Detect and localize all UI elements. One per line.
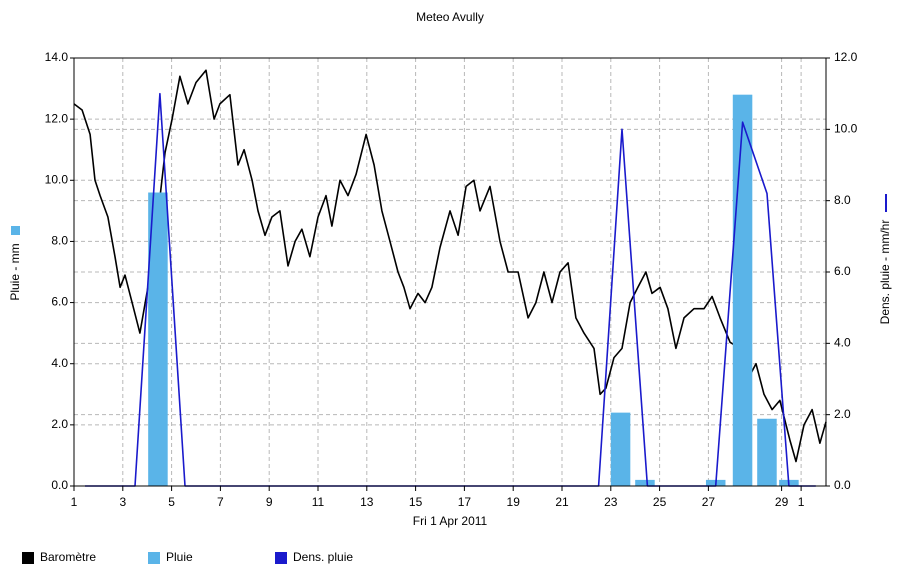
legend-label: Dens. pluie — [293, 550, 353, 564]
bar — [610, 412, 631, 486]
x-tick-label: 9 — [266, 495, 273, 509]
y-tick-label: 0.0 — [51, 478, 68, 492]
y2-tick-label: 0.0 — [834, 478, 851, 492]
y-tick-label: 8.0 — [51, 234, 68, 248]
x-tick-label: 19 — [507, 495, 521, 509]
y-tick-label: 6.0 — [51, 295, 68, 309]
y2-axis-label: Dens. pluie - mm/hr — [878, 220, 892, 325]
x-tick-label: 1 — [71, 495, 78, 509]
legend-label: Pluie — [166, 550, 193, 564]
y-axis-label: Pluie - mm — [8, 243, 22, 300]
x-tick-label: 25 — [653, 495, 667, 509]
x-tick-label: 21 — [555, 495, 569, 509]
legend-swatch — [148, 552, 160, 564]
y-tick-label: 12.0 — [45, 111, 69, 125]
x-tick-label: 27 — [702, 495, 716, 509]
y-tick-label: 10.0 — [45, 172, 69, 186]
y2-tick-label: 8.0 — [834, 193, 851, 207]
line — [73, 69, 827, 463]
x-tick-label: 3 — [119, 495, 126, 509]
x-tick-label: 1 — [798, 495, 805, 509]
x-tick-label: 13 — [360, 495, 374, 509]
x-axis-label: Fri 1 Apr 2011 — [413, 514, 488, 528]
y2-tick-label: 4.0 — [834, 336, 851, 350]
y2-tick-label: 10.0 — [834, 122, 858, 136]
legend-swatch — [275, 552, 287, 564]
x-tick-label: 5 — [168, 495, 175, 509]
x-tick-label: 11 — [312, 495, 325, 509]
x-tick-label: 7 — [217, 495, 224, 509]
bar — [635, 479, 655, 486]
bar — [757, 418, 777, 486]
legend-label: Baromètre — [40, 550, 96, 564]
x-tick-label: 23 — [604, 495, 618, 509]
y-tick-label: 2.0 — [51, 417, 68, 431]
bar — [148, 192, 168, 486]
y-tick-label: 14.0 — [45, 50, 69, 64]
x-tick-label: 17 — [458, 495, 472, 509]
y-axis-swatch — [11, 226, 20, 235]
y-tick-label: 4.0 — [51, 356, 68, 370]
x-tick-label: 15 — [409, 495, 423, 509]
x-tick-label: 29 — [775, 495, 789, 509]
bar — [732, 94, 753, 486]
y2-tick-label: 6.0 — [834, 264, 851, 278]
legend-swatch — [22, 552, 34, 564]
chart-title: Meteo Avully — [416, 10, 484, 24]
line — [85, 92, 816, 487]
y2-tick-label: 12.0 — [834, 50, 858, 64]
y2-tick-label: 2.0 — [834, 407, 851, 421]
